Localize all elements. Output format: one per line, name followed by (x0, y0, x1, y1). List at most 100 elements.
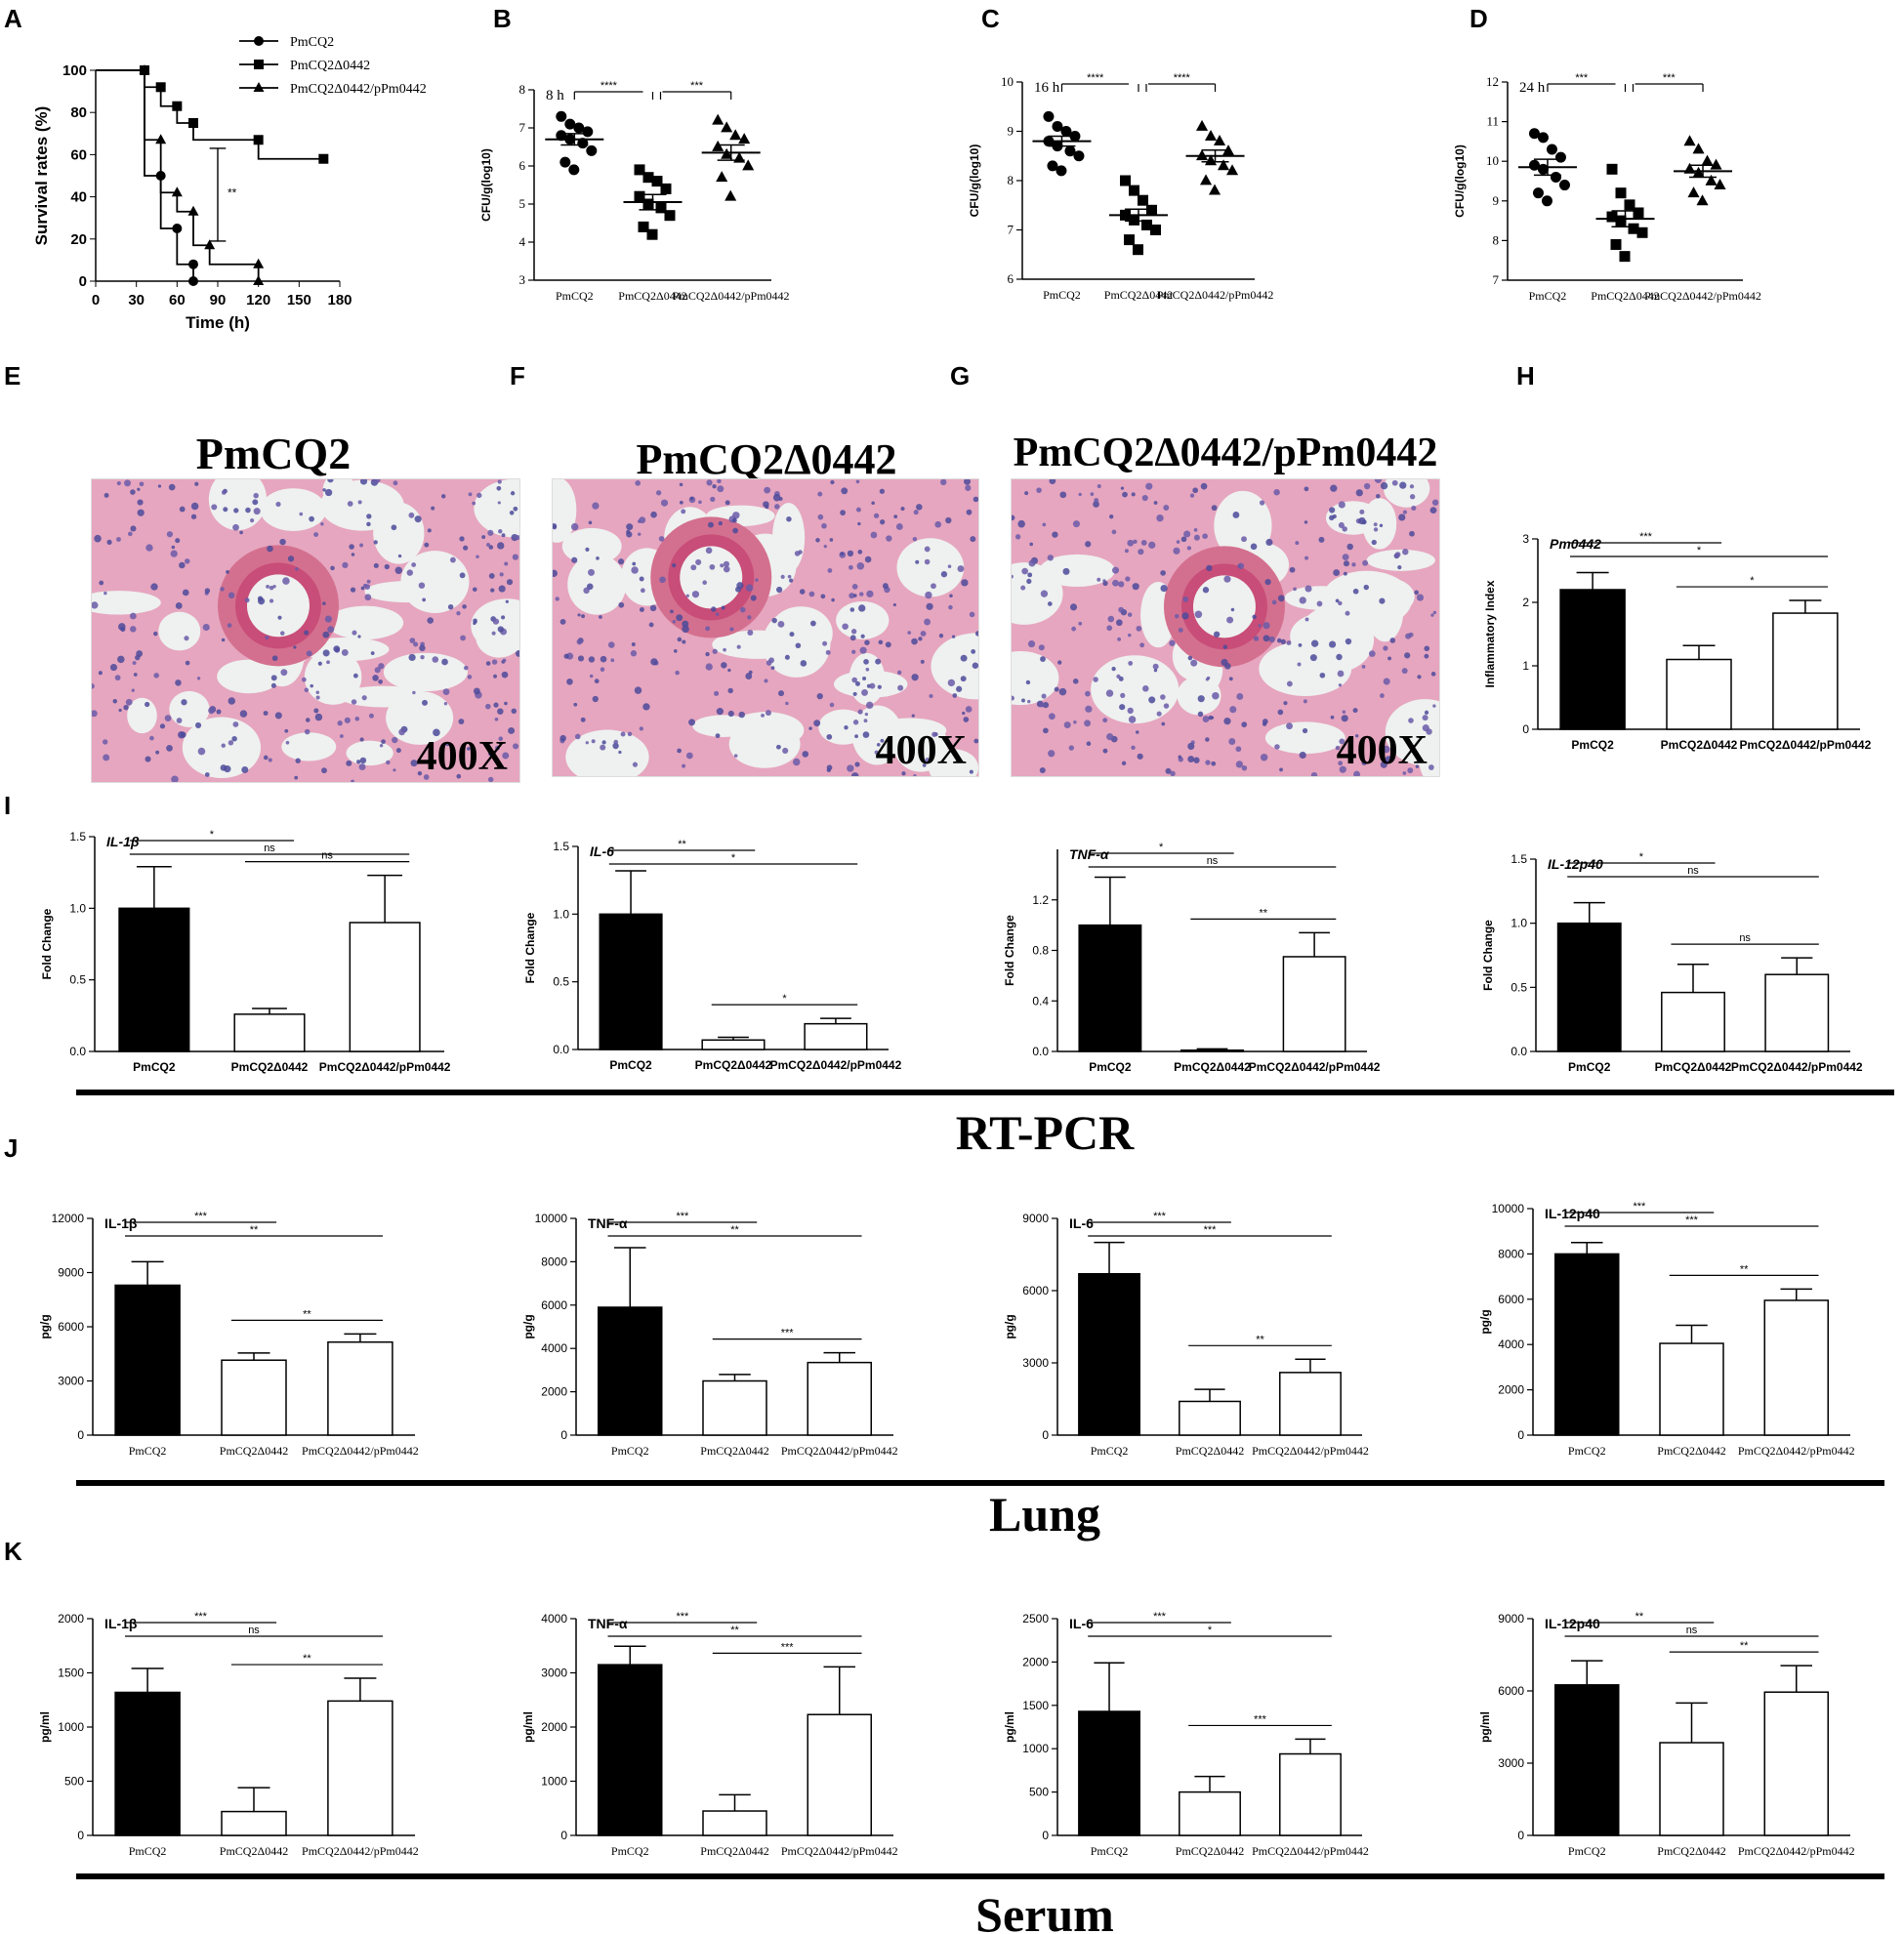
cell-nucleus (971, 648, 976, 654)
cell-nucleus (600, 667, 605, 672)
data-point (172, 224, 183, 233)
cell-nucleus (877, 684, 882, 689)
cell-nucleus (639, 726, 643, 731)
bar (807, 1713, 872, 1836)
cell-nucleus (596, 556, 600, 560)
data-point (204, 239, 216, 250)
cell-nucleus (175, 538, 181, 544)
cell-nucleus (854, 680, 860, 686)
cell-nucleus (424, 542, 430, 548)
bar (1078, 924, 1142, 1052)
cell-nucleus (145, 701, 150, 708)
cell-nucleus (764, 486, 771, 494)
cell-nucleus (386, 760, 391, 765)
data-point (1606, 211, 1618, 223)
data-point (1055, 165, 1067, 177)
cell-nucleus (1359, 509, 1365, 514)
cell-nucleus (1355, 489, 1363, 497)
cell-nucleus (893, 514, 898, 519)
data-point (188, 259, 198, 269)
cell-nucleus (1330, 484, 1338, 492)
cell-nucleus (1141, 494, 1148, 502)
cell-nucleus (1228, 677, 1233, 681)
cell-nucleus (1237, 562, 1245, 570)
cell-nucleus (1054, 686, 1059, 692)
cell-nucleus (574, 733, 581, 740)
cell-nucleus (1342, 710, 1346, 714)
cell-nucleus (411, 562, 417, 567)
cell-nucleus (1145, 482, 1153, 490)
section-title: Lung (989, 1487, 1100, 1542)
panel-letter-e: E (4, 361, 21, 391)
bar (702, 1379, 767, 1436)
cell-nucleus (432, 656, 439, 663)
cell-nucleus (418, 582, 426, 589)
y-tick-label: 6000 (541, 1298, 567, 1312)
cell-nucleus (493, 702, 499, 708)
cell-nucleus (1026, 578, 1032, 585)
y-axis-label: pg/ml (38, 1711, 52, 1743)
panel-letter-f: F (510, 361, 525, 391)
data-point (712, 113, 724, 125)
cell-nucleus (794, 551, 801, 556)
cell-nucleus (1193, 757, 1200, 763)
series-label: TNF-α (588, 1616, 628, 1631)
cell-nucleus (863, 719, 868, 723)
data-point (171, 186, 183, 197)
cell-nucleus (897, 684, 904, 691)
cell-nucleus (481, 535, 486, 540)
category-label: PmCQ2Δ0442 (1655, 1060, 1732, 1074)
cell-nucleus (862, 676, 867, 680)
panel-letter-j: J (4, 1133, 18, 1163)
cell-nucleus (330, 565, 335, 571)
bar (599, 913, 663, 1050)
bar (1554, 1684, 1620, 1836)
y-tick-label: 0 (1517, 1829, 1524, 1842)
cell-nucleus (763, 501, 769, 508)
category-label: PmCQ2Δ0442 (1176, 1844, 1244, 1858)
cell-nucleus (139, 481, 145, 487)
cell-nucleus (1398, 514, 1406, 521)
cell-nucleus (829, 702, 835, 708)
cell-nucleus (1338, 761, 1344, 766)
cell-nucleus (784, 654, 790, 660)
x-tick-label: 90 (210, 292, 227, 309)
cell-nucleus (589, 674, 594, 679)
cell-nucleus (180, 731, 186, 738)
cell-nucleus (599, 615, 602, 619)
y-tick-label: 10000 (1492, 1202, 1525, 1215)
cell-nucleus (924, 618, 931, 626)
cell-nucleus (1432, 704, 1436, 708)
y-tick-label: 2000 (1022, 1655, 1049, 1668)
cell-nucleus (649, 604, 657, 612)
cell-nucleus (368, 713, 374, 719)
cell-nucleus (1373, 527, 1379, 532)
series-label: IL-12p40 (1548, 856, 1603, 872)
y-tick-label: 0.4 (1032, 994, 1049, 1008)
cell-nucleus (1111, 666, 1116, 672)
y-tick-label: 8 (1493, 232, 1500, 247)
category-label: PmCQ2Δ0442 (1657, 1844, 1725, 1858)
cell-nucleus (864, 639, 870, 645)
cell-nucleus (497, 501, 501, 505)
cell-nucleus (1102, 718, 1108, 723)
cell-nucleus (711, 606, 717, 612)
cell-nucleus (1409, 494, 1416, 500)
cell-nucleus (802, 751, 809, 758)
cell-nucleus (1085, 690, 1091, 697)
y-tick-label: 1 (1522, 659, 1529, 673)
cell-nucleus (1280, 638, 1286, 645)
cell-nucleus (849, 635, 856, 641)
cell-nucleus (1422, 724, 1429, 732)
cell-nucleus (1116, 674, 1121, 679)
cell-nucleus (851, 677, 857, 683)
cell-nucleus (655, 490, 662, 496)
histology-title-f: PmCQ2Δ0442 (636, 435, 897, 483)
cell-nucleus (1432, 610, 1437, 615)
bar (1772, 612, 1839, 730)
cell-nucleus (287, 556, 295, 562)
cell-nucleus (915, 559, 920, 564)
cell-nucleus (443, 702, 448, 706)
